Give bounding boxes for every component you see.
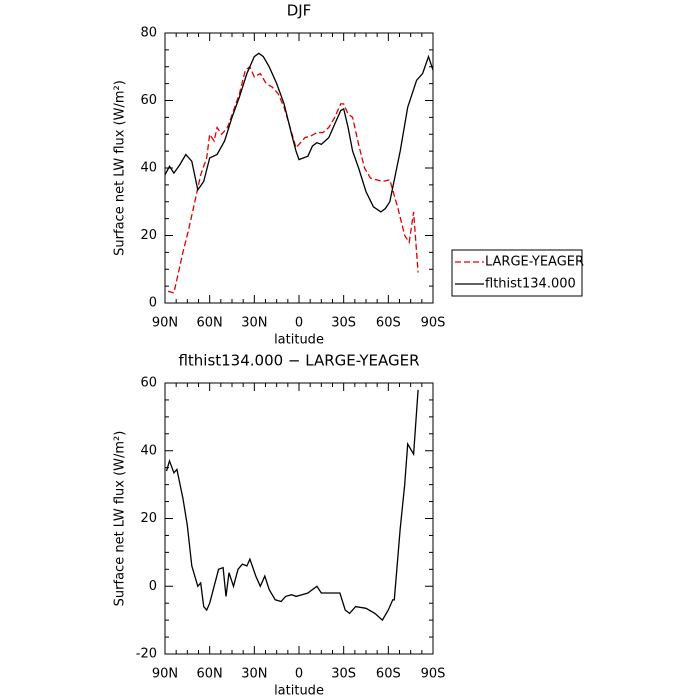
x-tick-label: 60N [197,667,223,682]
line-series [164,52,434,213]
y-tick-label: 80 [140,26,157,41]
x-tick-label: 0 [295,667,303,682]
x-tick-label: 90N [152,667,178,682]
y-tick-label: -20 [136,647,157,662]
y-tick-label: 0 [149,579,157,594]
y-tick-label: 40 [140,161,157,176]
x-tick-label: 30S [331,667,356,682]
x-tick-label: 60N [197,316,223,331]
x-tick-label: 30N [241,667,267,682]
x-tick-label: 90S [421,316,446,331]
y-axis-label: Surface net LW flux (W/m²) [113,431,128,607]
plot-frame [164,382,434,655]
legend-label: flthist134.000 [485,277,576,292]
chart-title: DJF [287,2,312,20]
line-series [165,389,419,622]
y-axis-label: Surface net LW flux (W/m²) [113,80,128,256]
x-tick-label: 60S [376,667,401,682]
plot-frame [164,32,434,304]
x-tick-label: 30N [241,316,267,331]
x-tick-label: 0 [295,316,303,331]
y-tick-label: 60 [140,376,157,391]
x-axis-label: latitude [274,333,324,348]
y-tick-label: 0 [149,296,157,311]
x-axis-label: latitude [274,684,324,699]
legend-box [451,249,583,297]
line-series [167,65,419,294]
x-tick-label: 90S [421,667,446,682]
chart-title: flthist134.000 − LARGE-YEAGER [178,352,419,370]
x-tick-label: 30S [331,316,356,331]
x-tick-label: 60S [376,316,401,331]
x-tick-label: 90N [152,316,178,331]
y-tick-label: 40 [140,443,157,458]
legend-label: LARGE-YEAGER [485,255,584,270]
y-tick-label: 20 [140,228,157,243]
y-tick-label: 20 [140,511,157,526]
y-tick-label: 60 [140,93,157,108]
